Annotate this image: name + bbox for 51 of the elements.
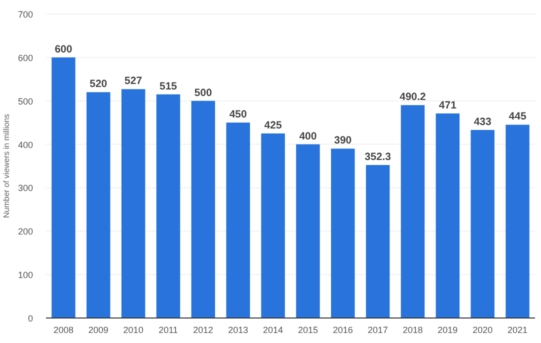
bar bbox=[400, 105, 425, 318]
y-tick-label: 200 bbox=[18, 226, 33, 237]
x-tick-label: 2017 bbox=[368, 325, 388, 335]
bar bbox=[261, 133, 285, 318]
y-tick-label: 600 bbox=[18, 52, 33, 63]
x-tick-label: 2009 bbox=[88, 325, 108, 335]
y-tick-label: 400 bbox=[18, 140, 33, 150]
data-label: 433 bbox=[474, 116, 492, 128]
y-axis-title: Number of viewers in millions bbox=[2, 114, 11, 218]
x-tick-label: 2020 bbox=[472, 325, 493, 335]
bar bbox=[506, 124, 530, 318]
bar bbox=[296, 144, 320, 318]
x-tick-label: 2008 bbox=[53, 325, 74, 335]
bar bbox=[156, 94, 180, 318]
y-tick-label: 0 bbox=[28, 314, 33, 324]
y-tick-label: 700 bbox=[18, 10, 33, 20]
x-tick-label: 2015 bbox=[298, 325, 318, 335]
bar bbox=[470, 130, 494, 318]
bar bbox=[52, 57, 76, 318]
data-label: 400 bbox=[299, 130, 317, 142]
bar bbox=[191, 100, 216, 318]
x-tick-label: 2021 bbox=[508, 325, 528, 335]
data-label: 425 bbox=[264, 119, 282, 132]
data-label: 527 bbox=[124, 75, 142, 88]
bar bbox=[366, 165, 390, 318]
x-tick-label: 2019 bbox=[438, 325, 458, 335]
x-tick-label: 2018 bbox=[402, 325, 423, 335]
x-tick-label: 2011 bbox=[158, 325, 178, 335]
data-label: 600 bbox=[54, 43, 72, 56]
bar bbox=[226, 122, 250, 318]
data-label: 490.2 bbox=[400, 91, 426, 104]
data-label: 471 bbox=[438, 99, 457, 112]
bar bbox=[331, 148, 355, 318]
y-tick-label: 100 bbox=[18, 270, 33, 280]
x-tick-label: 2013 bbox=[228, 325, 248, 335]
data-label: 450 bbox=[229, 108, 248, 121]
x-tick-label: 2010 bbox=[123, 325, 144, 335]
bar bbox=[121, 89, 146, 318]
y-tick-label: 300 bbox=[18, 183, 33, 194]
data-label: 352.3 bbox=[364, 151, 392, 163]
y-tick-label: 500 bbox=[18, 96, 33, 106]
data-label: 520 bbox=[90, 78, 108, 90]
data-label: 500 bbox=[194, 86, 212, 99]
x-tick-label: 2012 bbox=[193, 325, 214, 335]
bar bbox=[86, 92, 110, 318]
data-label: 515 bbox=[159, 80, 178, 92]
bar bbox=[436, 113, 460, 318]
x-tick-label: 2016 bbox=[332, 325, 353, 335]
x-tick-label: 2014 bbox=[263, 325, 284, 335]
data-label: 445 bbox=[508, 110, 526, 123]
data-label: 390 bbox=[334, 134, 352, 147]
